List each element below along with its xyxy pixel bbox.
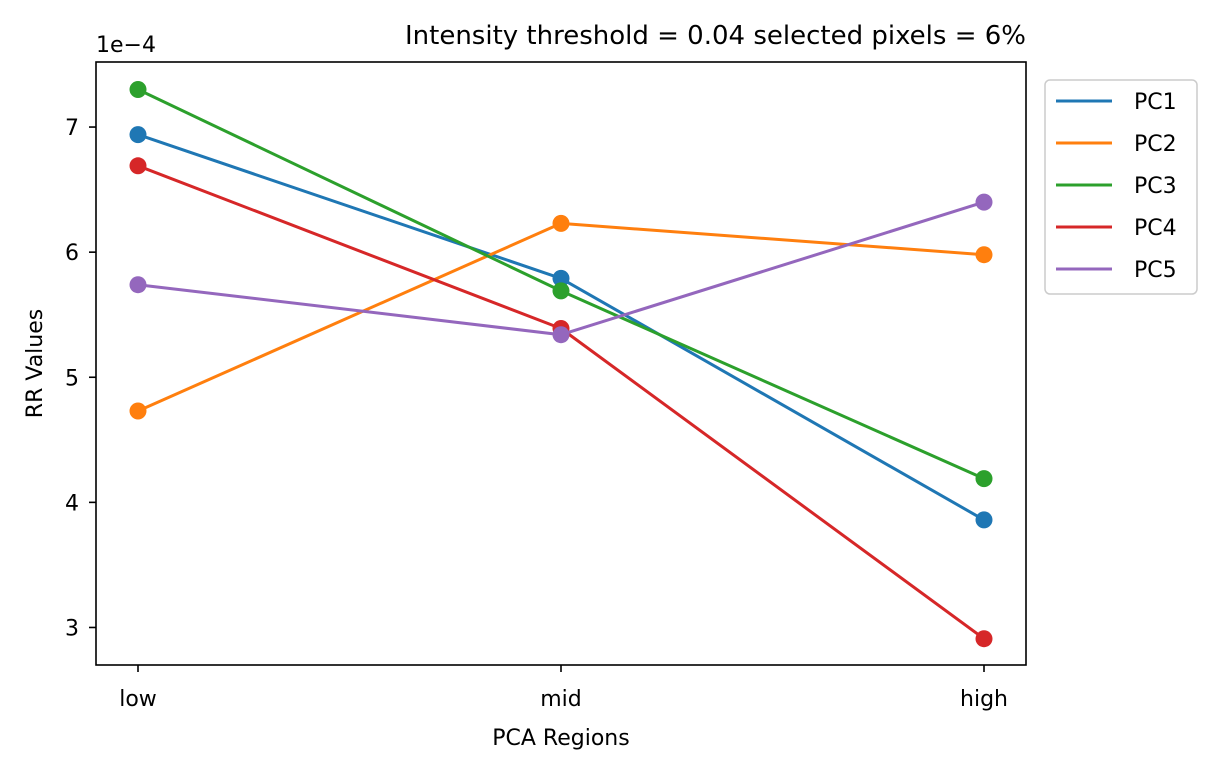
legend-item-pc1: PC1: [1056, 90, 1177, 115]
series-pc2: [129, 214, 993, 420]
legend-label: PC4: [1134, 216, 1177, 241]
y-tick-label: 7: [65, 116, 79, 141]
data-point-pc2-mid: [552, 214, 570, 232]
data-point-pc3-mid: [552, 282, 570, 300]
x-axis: low mid high: [119, 665, 1008, 712]
data-point-pc1-mid: [552, 269, 570, 287]
y-tick-label: 3: [65, 616, 79, 641]
data-point-pc3-low: [129, 81, 147, 98]
legend-label: PC5: [1134, 258, 1177, 283]
y-axis-label: RR Values: [23, 309, 48, 418]
data-point-pc5-low: [129, 276, 147, 294]
legend-label: PC3: [1134, 174, 1177, 199]
data-point-pc4-high: [975, 630, 993, 648]
series-layer: [129, 81, 993, 648]
data-point-pc1-high: [975, 511, 993, 529]
legend: PC1 PC2 PC3 PC4 PC5: [1044, 79, 1198, 295]
data-point-pc3-high: [975, 470, 993, 488]
legend-label: PC1: [1134, 90, 1177, 115]
data-point-pc5-mid: [552, 326, 570, 344]
chart-title: Intensity threshold = 0.04 selected pixe…: [405, 21, 1026, 51]
legend-item-pc5: PC5: [1056, 258, 1177, 283]
series-pc3: [129, 81, 993, 488]
legend-item-pc3: PC3: [1056, 174, 1177, 199]
legend-box: [1044, 79, 1198, 295]
data-point-pc5-high: [975, 193, 993, 211]
y-tick-label: 4: [65, 491, 79, 516]
legend-item-pc4: PC4: [1056, 216, 1177, 241]
y-tick-label: 6: [65, 241, 79, 266]
legend-item-pc2: PC2: [1056, 132, 1177, 157]
series-pc5: [129, 193, 993, 344]
y-axis: 3 4 5 6 7: [65, 116, 96, 641]
x-tick-label: mid: [540, 687, 582, 712]
data-point-pc4-low: [129, 157, 147, 175]
x-axis-label: PCA Regions: [492, 726, 629, 751]
x-tick-label: low: [119, 687, 157, 712]
data-point-pc2-high: [975, 246, 993, 264]
series-pc1: [129, 126, 993, 529]
y-tick-label: 5: [65, 366, 79, 391]
y-axis-offset-label: 1e−4: [96, 33, 156, 58]
x-tick-label: high: [960, 687, 1008, 712]
data-point-pc2-low: [129, 402, 147, 420]
data-point-pc1-low: [129, 126, 147, 144]
legend-label: PC2: [1134, 132, 1177, 157]
